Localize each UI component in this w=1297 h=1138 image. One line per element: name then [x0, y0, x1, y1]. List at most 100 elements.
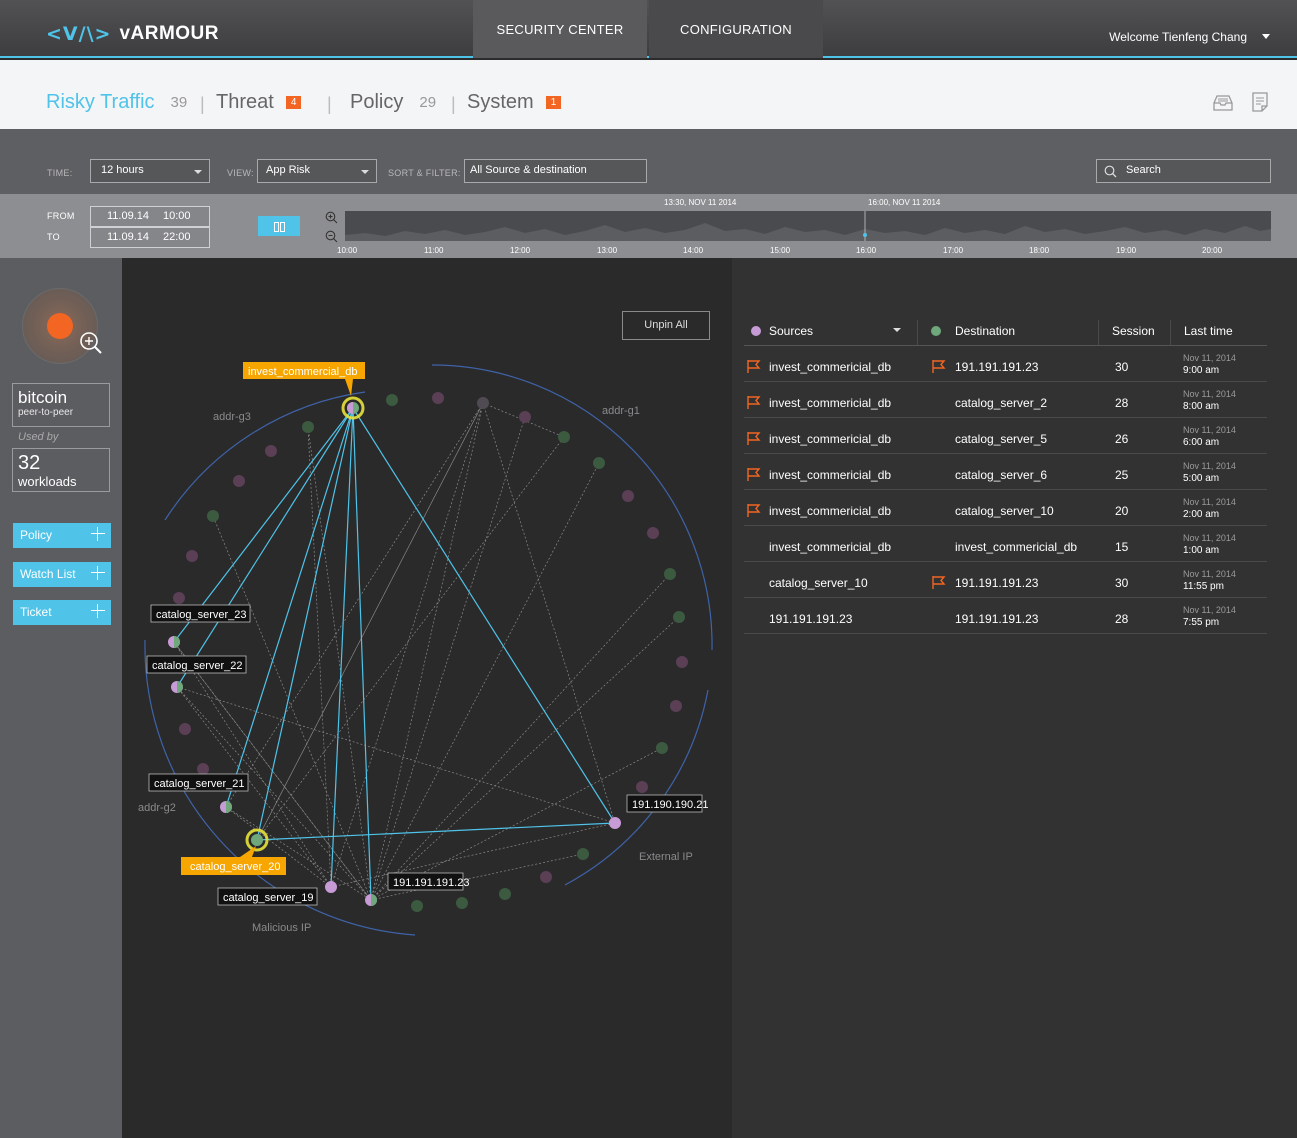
chevron-down-icon [361, 170, 369, 174]
tab-label: Threat [216, 91, 274, 113]
column-header-destination[interactable]: Destination [955, 324, 1016, 338]
table-row[interactable]: invest_commericial_db 191.191.191.23 30 Nov… [744, 346, 1267, 382]
from-datetime-input[interactable]: 11.09.14 10:00 [90, 206, 210, 227]
zoom-out-icon[interactable] [325, 230, 338, 243]
button-label: Ticket [20, 605, 52, 619]
add-ticket-button[interactable]: Ticket [13, 600, 111, 625]
unpin-all-button[interactable]: Unpin All [622, 311, 710, 340]
tab-count: 39 [170, 94, 188, 111]
top-bar: <V/\> vARMOUR SECURITY CENTER CONFIGURAT… [0, 0, 1297, 58]
search-placeholder: Search [1126, 164, 1161, 176]
row-source: invest_commericial_db [769, 540, 892, 554]
from-date: 11.09.14 [107, 210, 150, 222]
row-last-date: Nov 11, 2014 [1183, 461, 1236, 471]
column-header-session[interactable]: Session [1112, 324, 1155, 338]
row-last-date: Nov 11, 2014 [1183, 569, 1236, 579]
tab-threat[interactable]: Threat 4 [216, 91, 302, 114]
zoom-in-icon[interactable] [325, 211, 338, 224]
row-source: invest_commericial_db [769, 468, 892, 482]
table-row[interactable]: invest_commericial_db invest_commericial_… [744, 526, 1267, 562]
flag-icon [746, 431, 761, 446]
table-row[interactable]: invest_commericial_db catalog_server_6 25 N… [744, 454, 1267, 490]
row-session: 15 [1115, 540, 1129, 554]
view-value: App Risk [266, 164, 311, 176]
time-range-bar: FROM TO 11.09.14 10:00 11.09.14 22:00 13… [0, 194, 1297, 258]
row-source: 191.191.191.23 [769, 612, 853, 626]
timeline-tick: 16:00 [856, 246, 877, 255]
timeline-tick: 20:00 [1202, 246, 1223, 255]
to-datetime-input[interactable]: 11.09.14 22:00 [90, 227, 210, 248]
table-row[interactable]: 191.191.191.23 191.191.191.23 28 Nov 11, 20… [744, 598, 1267, 634]
row-last-time: 9:00 am [1183, 365, 1220, 376]
logo[interactable]: <V/\> vARMOUR [46, 22, 219, 46]
timeline-track[interactable] [345, 211, 1271, 241]
group-label-addr-g2: addr-g2 [138, 802, 176, 814]
tab-divider: | [451, 94, 456, 114]
group-arc-malicious-ip [144, 639, 416, 936]
row-last-time: 5:00 am [1183, 473, 1220, 484]
row-destination: catalog_server_10 [955, 504, 1054, 518]
button-label: Watch List [20, 567, 76, 581]
tab-policy[interactable]: Policy 29 [350, 91, 436, 114]
flag-icon [746, 503, 761, 518]
table-row[interactable]: invest_commericial_db catalog_server_2 28 N… [744, 382, 1267, 418]
graph-nodes[interactable] [168, 392, 688, 912]
zoom-in-icon[interactable] [79, 331, 103, 355]
row-last-time: 11:55 pm [1183, 581, 1224, 592]
table-row[interactable]: invest_commericial_db catalog_server_10 20… [744, 490, 1267, 526]
row-session: 20 [1115, 504, 1129, 518]
to-time: 22:00 [163, 231, 191, 243]
table-row[interactable]: invest_commericial_db catalog_server_5 26 N… [744, 418, 1267, 454]
search-icon [1104, 165, 1117, 178]
row-destination: catalog_server_5 [955, 432, 1048, 446]
tab-risky-traffic[interactable]: Risky Traffic 39 [46, 91, 187, 114]
risk-dot [47, 313, 73, 339]
row-session: 28 [1115, 396, 1129, 410]
group-label-external-ip: External IP [639, 851, 693, 863]
button-label: Policy [20, 528, 53, 542]
row-last-date: Nov 11, 2014 [1183, 497, 1236, 507]
tab-label: Policy [350, 91, 404, 113]
flag-icon [746, 359, 761, 374]
row-last-time: 7:55 pm [1183, 617, 1220, 628]
row-source: invest_commericial_db [769, 360, 892, 374]
workloads-label: workloads [18, 474, 77, 489]
column-header-last-time[interactable]: Last time [1184, 324, 1233, 338]
nav-security-center[interactable]: SECURITY CENTER [473, 0, 647, 58]
sort-filter-select[interactable]: All Source & destination [464, 159, 647, 183]
row-destination: catalog_server_6 [955, 468, 1048, 482]
report-icon[interactable] [1250, 92, 1272, 112]
plus-icon [91, 527, 105, 541]
app-name: bitcoin [18, 388, 68, 407]
node-label-ip-191-191-191-23: 191.191.191.23 [393, 877, 469, 889]
pause-button[interactable] [258, 216, 300, 236]
timeline-marker-label: 16:00, NOV 11 2014 [868, 198, 941, 207]
nav-configuration[interactable]: CONFIGURATION [649, 0, 823, 58]
inbox-icon[interactable] [1212, 92, 1234, 112]
timeline-tick: 17:00 [943, 246, 964, 255]
network-graph[interactable]: addr-g3 addr-g1 addr-g2 Malicious IP Ext… [122, 258, 732, 1138]
group-arc-addr-g1 [431, 364, 713, 651]
plus-icon [91, 566, 105, 580]
column-header-sources[interactable]: Sources [769, 324, 814, 338]
row-last-date: Nov 11, 2014 [1183, 425, 1236, 435]
tab-system[interactable]: System 1 [467, 91, 562, 114]
app-card: bitcoin peer-to-peer [12, 383, 110, 427]
header-underline [744, 345, 1267, 346]
view-select[interactable]: App Risk [257, 159, 377, 183]
row-last-time: 6:00 am [1183, 437, 1220, 448]
table-row[interactable]: catalog_server_10 191.191.191.23 30 Nov 11,… [744, 562, 1267, 598]
time-select[interactable]: 12 hours [90, 159, 210, 183]
chevron-down-icon[interactable] [893, 328, 901, 332]
row-destination: 191.191.191.23 [955, 612, 1039, 626]
time-value: 12 hours [101, 164, 144, 176]
search-input[interactable]: Search [1096, 159, 1271, 183]
chevron-down-icon[interactable] [1262, 34, 1270, 39]
timeline-ticks: 10:00 11:00 12:00 13:00 14:00 15:00 16:0… [337, 246, 1271, 258]
add-policy-button[interactable]: Policy [13, 523, 111, 548]
add-watch-list-button[interactable]: Watch List [13, 562, 111, 587]
tab-label: Risky Traffic [46, 91, 155, 113]
source-dot-icon [751, 326, 761, 336]
welcome-user[interactable]: Welcome Tienfeng Chang [1109, 30, 1247, 44]
flag-icon [931, 359, 946, 374]
